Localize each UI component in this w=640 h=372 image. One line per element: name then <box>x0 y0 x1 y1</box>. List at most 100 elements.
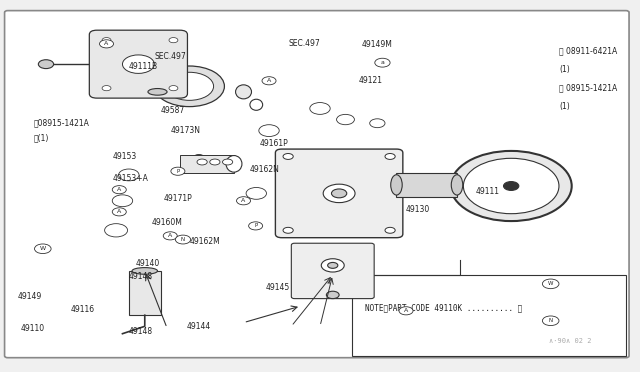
Text: A: A <box>241 198 246 203</box>
Circle shape <box>259 125 279 137</box>
Circle shape <box>154 66 225 107</box>
Circle shape <box>163 232 177 240</box>
Ellipse shape <box>132 267 157 274</box>
Bar <box>352 275 626 356</box>
Circle shape <box>321 259 344 272</box>
Circle shape <box>385 227 395 233</box>
Text: 49149: 49149 <box>17 292 42 301</box>
Bar <box>129 271 161 315</box>
Text: W: W <box>40 246 46 251</box>
Text: 49140: 49140 <box>135 259 159 268</box>
Text: A: A <box>267 78 271 83</box>
FancyBboxPatch shape <box>90 30 188 98</box>
Circle shape <box>328 262 338 268</box>
Text: 49162M: 49162M <box>189 237 220 246</box>
Text: 49116: 49116 <box>70 305 94 314</box>
Circle shape <box>504 182 519 190</box>
Circle shape <box>38 60 54 68</box>
Text: ⓝ 08911-6421A: ⓝ 08911-6421A <box>559 47 617 56</box>
Text: NOTE、PART CODE 49110K .......... ⓐ: NOTE、PART CODE 49110K .......... ⓐ <box>365 303 522 312</box>
Circle shape <box>375 58 390 67</box>
Circle shape <box>112 208 126 216</box>
Text: 49149M: 49149M <box>362 41 392 49</box>
Text: N: N <box>548 318 553 323</box>
Text: SEC.497: SEC.497 <box>288 39 320 48</box>
Circle shape <box>310 103 330 114</box>
Text: A: A <box>168 233 172 238</box>
Text: 49111B: 49111B <box>129 61 158 71</box>
Circle shape <box>122 55 154 73</box>
Circle shape <box>451 151 572 221</box>
Ellipse shape <box>451 175 463 195</box>
Text: ∧·90∧ 02 2: ∧·90∧ 02 2 <box>549 338 592 344</box>
Circle shape <box>332 189 347 198</box>
FancyBboxPatch shape <box>291 243 374 299</box>
Text: 、(1): 、(1) <box>33 134 49 142</box>
Ellipse shape <box>226 155 242 172</box>
Text: W: W <box>548 281 554 286</box>
Circle shape <box>223 159 233 165</box>
Text: 、08915-1421A: 、08915-1421A <box>33 119 89 128</box>
Circle shape <box>197 159 207 165</box>
Text: 49148: 49148 <box>129 272 153 281</box>
Text: 49110: 49110 <box>20 324 45 333</box>
Text: 49153: 49153 <box>113 152 137 161</box>
Circle shape <box>399 307 413 315</box>
Text: 49587: 49587 <box>161 106 185 115</box>
Text: ⓦ 08915-1421A: ⓦ 08915-1421A <box>559 84 617 93</box>
Circle shape <box>237 197 250 205</box>
FancyBboxPatch shape <box>275 149 403 238</box>
Circle shape <box>100 40 113 48</box>
Circle shape <box>171 167 185 175</box>
Text: 49153+A: 49153+A <box>113 174 148 183</box>
Ellipse shape <box>148 89 167 95</box>
Circle shape <box>542 279 559 289</box>
Text: A: A <box>117 209 122 214</box>
Circle shape <box>542 316 559 326</box>
Circle shape <box>118 169 139 181</box>
Text: (1): (1) <box>559 65 570 74</box>
Text: 49144: 49144 <box>186 322 211 331</box>
Text: 49171P: 49171P <box>164 195 193 203</box>
Text: N: N <box>181 237 185 242</box>
Circle shape <box>169 38 178 43</box>
Text: SEC.497: SEC.497 <box>154 52 186 61</box>
Bar <box>396 173 457 197</box>
Circle shape <box>112 186 126 194</box>
Circle shape <box>102 86 111 91</box>
Text: 49160M: 49160M <box>151 218 182 227</box>
Circle shape <box>165 72 214 100</box>
FancyBboxPatch shape <box>4 11 629 358</box>
Circle shape <box>246 187 266 199</box>
Text: 49145: 49145 <box>266 283 290 292</box>
Text: 49111: 49111 <box>476 187 500 196</box>
Text: 49148: 49148 <box>129 327 153 336</box>
Text: P: P <box>254 223 257 228</box>
Circle shape <box>35 244 51 254</box>
Text: (1): (1) <box>559 102 570 111</box>
Text: A: A <box>117 187 122 192</box>
Ellipse shape <box>250 99 262 110</box>
Ellipse shape <box>189 155 209 173</box>
Circle shape <box>326 291 339 299</box>
Circle shape <box>248 222 262 230</box>
Text: 49130: 49130 <box>406 205 430 215</box>
Circle shape <box>210 159 220 165</box>
Text: 49162N: 49162N <box>250 165 280 174</box>
Circle shape <box>283 154 293 160</box>
Text: 49173N: 49173N <box>170 126 200 135</box>
Circle shape <box>323 184 355 203</box>
Bar <box>180 155 234 173</box>
Circle shape <box>175 235 191 244</box>
Text: A: A <box>104 41 109 46</box>
Circle shape <box>169 86 178 91</box>
Circle shape <box>104 224 127 237</box>
Text: 49161P: 49161P <box>259 139 288 148</box>
Ellipse shape <box>391 175 402 195</box>
Text: P: P <box>176 169 180 174</box>
Circle shape <box>102 38 111 43</box>
Ellipse shape <box>236 85 252 99</box>
Circle shape <box>463 158 559 214</box>
Circle shape <box>337 114 355 125</box>
Circle shape <box>262 77 276 85</box>
